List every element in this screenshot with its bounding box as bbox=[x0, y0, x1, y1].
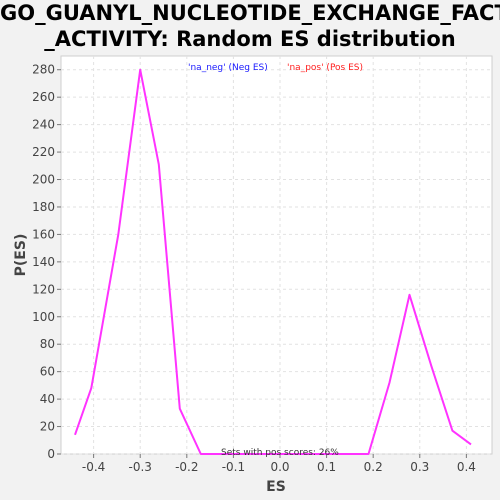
es-distribution-line bbox=[74, 68, 472, 455]
y-tick-label: 200 bbox=[32, 173, 55, 187]
pos-scores-annotation: Sets with pos scores: 26% bbox=[221, 448, 339, 458]
x-tick-label: 0.3 bbox=[410, 460, 429, 474]
y-tick-label: 280 bbox=[32, 63, 55, 77]
y-tick-label: 40 bbox=[40, 392, 55, 406]
x-tick-label: -0.1 bbox=[222, 460, 245, 474]
y-tick-label: 140 bbox=[32, 255, 55, 269]
y-tick-label: 80 bbox=[40, 337, 55, 351]
y-tick-label: 20 bbox=[40, 420, 55, 434]
legend-entry-neg: 'na_neg' (Neg ES) bbox=[188, 63, 268, 73]
y-axis-title: P(ES) bbox=[13, 234, 29, 277]
y-tick-label: 240 bbox=[32, 118, 55, 132]
y-tick-label: 100 bbox=[32, 310, 55, 324]
y-tick-label: 0 bbox=[47, 447, 55, 461]
legend: 'na_neg' (Neg ES) 'na_pos' (Pos ES) bbox=[188, 63, 363, 73]
y-tick-label: 60 bbox=[40, 365, 55, 379]
x-axis-title: ES bbox=[266, 479, 286, 495]
x-tick-label: 0.1 bbox=[317, 460, 336, 474]
chart-title: GO_GUANYL_NUCLEOTIDE_EXCHANGE_FACTOR _AC… bbox=[0, 0, 500, 52]
y-tick-label: 120 bbox=[32, 282, 55, 296]
chart-title-line-1: GO_GUANYL_NUCLEOTIDE_EXCHANGE_FACTOR bbox=[0, 1, 500, 25]
legend-entry-pos: 'na_pos' (Pos ES) bbox=[287, 63, 363, 73]
plot-area bbox=[60, 55, 493, 455]
y-tick-label: 220 bbox=[32, 145, 55, 159]
x-tick-label: 0.0 bbox=[270, 460, 289, 474]
y-tick-label: 180 bbox=[32, 200, 55, 214]
y-tick-label: 160 bbox=[32, 227, 55, 241]
series-lines bbox=[74, 68, 472, 455]
x-tick-label: 0.2 bbox=[364, 460, 383, 474]
chart-title-line-2: _ACTIVITY: Random ES distribution bbox=[44, 27, 456, 51]
x-tick-label: -0.2 bbox=[175, 460, 198, 474]
y-tick-label: 260 bbox=[32, 90, 55, 104]
grid-lines bbox=[61, 56, 492, 455]
axes: -0.4 -0.3 -0.2 -0.1 0.0 0.1 0.2 0.3 0.4 0 20 40 60 80… bbox=[32, 63, 476, 474]
x-tick-label: 0.4 bbox=[457, 460, 476, 474]
x-tick-label: -0.3 bbox=[128, 460, 151, 474]
x-tick-label: -0.4 bbox=[82, 460, 105, 474]
